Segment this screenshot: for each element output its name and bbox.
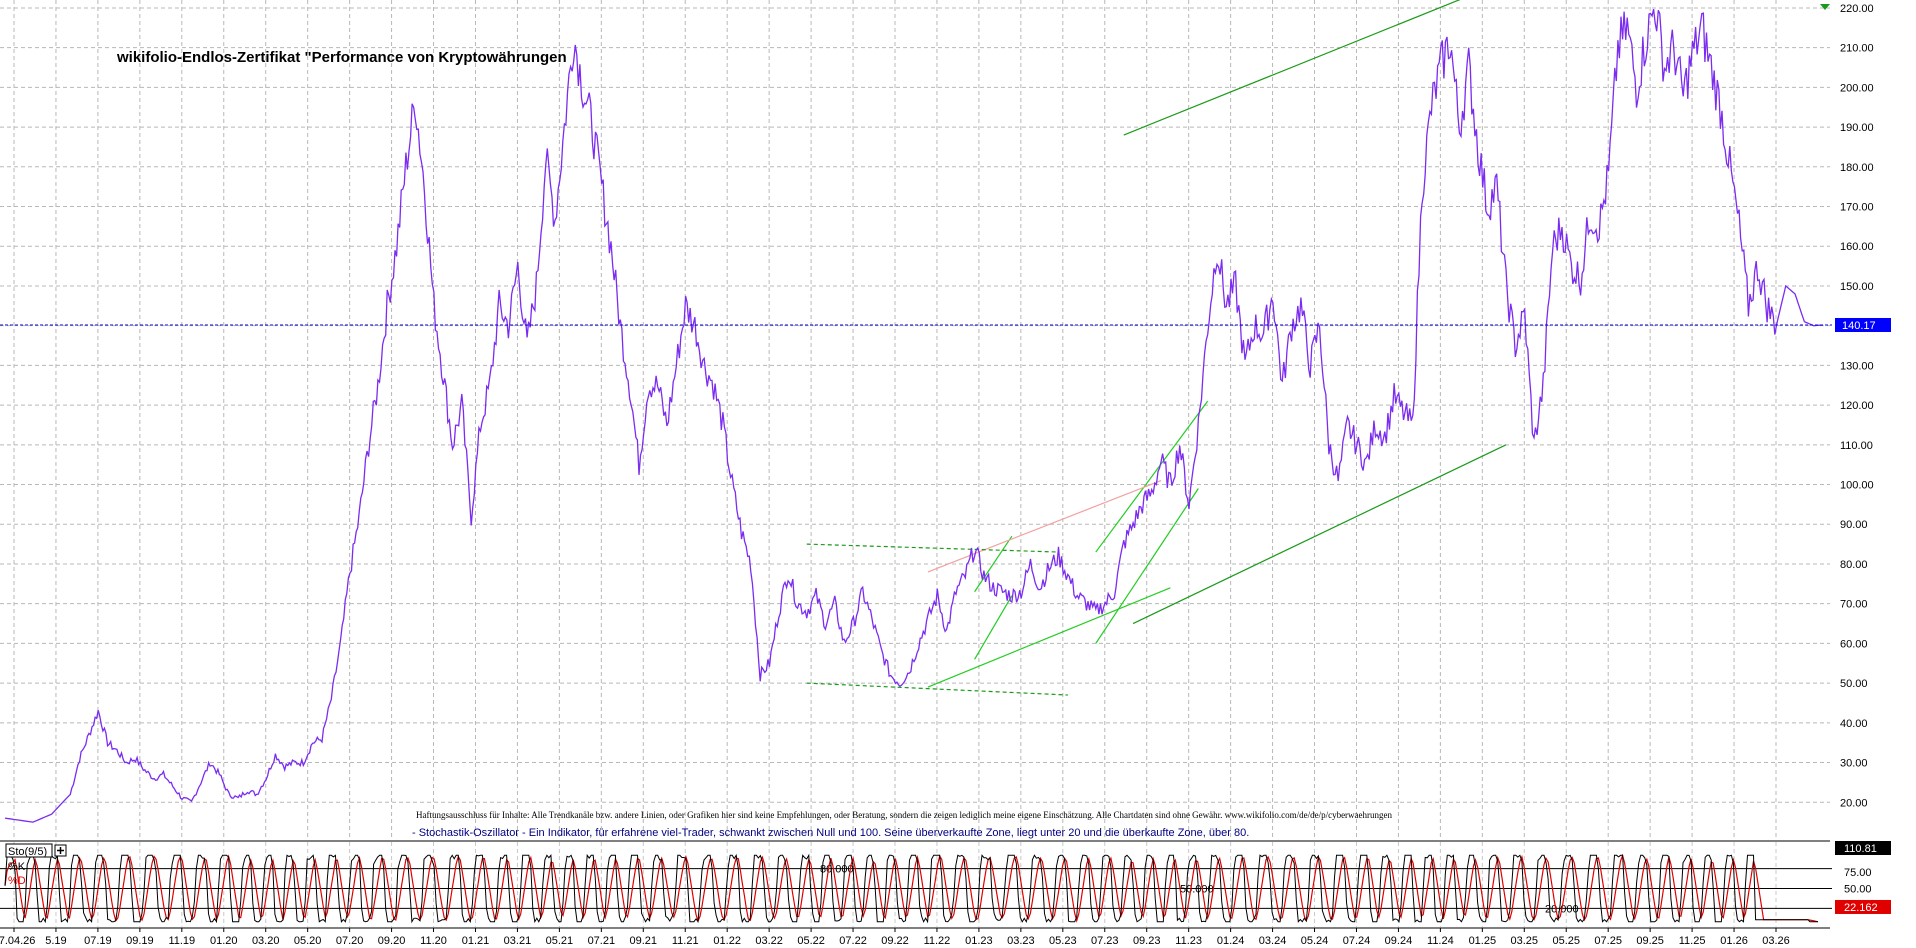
y-tick-label: 180.00 [1840,162,1874,174]
x-tick-label: 09.20 [378,935,406,947]
x-axis-ticks: 07.04.26 5.19 07.19 09.19 11.19 01.20 03.20 05.… [0,928,1790,947]
x-tick-label: 05.25 [1552,935,1580,947]
x-tick-label: 5.19 [45,935,66,947]
y-tick-label: 60.00 [1840,638,1868,650]
y-tick-label: 120.00 [1840,400,1874,412]
trend-line [927,480,1162,573]
y-tick-label: 40.00 [1840,718,1868,730]
stochastic-k-line [4,853,1818,924]
x-tick-label: 03.20 [252,935,280,947]
x-tick-label: 07.19 [84,935,112,947]
x-tick-label: 01.23 [965,935,993,947]
y-tick-label: 210.00 [1840,43,1874,55]
x-tick-label: 07.23 [1091,935,1119,947]
d-value-label: 22.162 [1844,902,1878,914]
x-tick-label: 01.21 [462,935,490,947]
x-tick-label: 03.24 [1259,935,1287,947]
x-tick-label: 07.24 [1343,935,1371,947]
x-tick-label: 07.04.26 [0,935,35,947]
disclaimer-text: Haftungsausschluss für Inhalte: Alle Tre… [416,810,1393,820]
y-tick-label: 130.00 [1840,360,1874,372]
x-tick-label: 03.22 [755,935,783,947]
main-gridlines [0,0,1830,838]
stochastic-y-tick: 75.00 [1844,867,1872,879]
x-tick-label: 05.23 [1049,935,1077,947]
y-tick-label: 90.00 [1840,519,1868,531]
y-tick-label: 50.00 [1840,678,1868,690]
trend-line [1095,488,1199,644]
x-tick-label: 07.22 [839,935,867,947]
legend-k-label: %K [8,861,26,873]
x-tick-label: 11.24 [1427,935,1454,947]
chart-title: wikifolio-Endlos-Zertifikat "Performance… [116,49,567,66]
trend-line [1095,400,1209,553]
x-tick-label: 01.26 [1720,935,1748,947]
x-tick-label: 09.24 [1385,935,1413,947]
y-tick-label: 190.00 [1840,122,1874,134]
level-label: 50.000 [1180,883,1214,895]
x-tick-label: 01.22 [713,935,741,947]
x-tick-label: 03.23 [1007,935,1035,947]
current-price-label: 140.17 [1842,320,1876,332]
plus-icon[interactable] [54,844,67,857]
x-tick-label: 05.20 [294,935,322,947]
y-tick-label: 160.00 [1840,241,1874,253]
d-value-badge [1835,899,1891,914]
x-tick-label: 09.21 [630,935,658,947]
x-tick-label: 09.25 [1636,935,1664,947]
stochastic-d-line [4,853,1819,923]
x-tick-label: 11.21 [672,935,699,947]
y-tick-label: 220.00 [1840,3,1874,15]
x-tick-label: 11.25 [1679,935,1706,947]
trend-line [974,595,1013,660]
trend-line [927,587,1171,688]
trend-line [1132,444,1507,625]
y-tick-label: 70.00 [1840,599,1868,611]
trend-line [1123,0,1461,136]
x-tick-label: 11.23 [1175,935,1202,947]
x-tick-label: 11.20 [420,935,447,947]
y-tick-label: 100.00 [1840,480,1874,492]
x-tick-label: 09.23 [1133,935,1161,947]
indicator-description: - Stochastik-Oszillator - Ein Indikator,… [412,827,1249,839]
x-tick-label: 07.20 [336,935,364,947]
x-tick-label: 05.22 [797,935,825,947]
y-tick-label: 80.00 [1840,559,1868,571]
y-tick-label: 170.00 [1840,202,1874,214]
y-tick-label: 200.00 [1840,82,1874,94]
x-tick-label: 07.21 [588,935,616,947]
x-tick-label: 11.22 [924,935,951,947]
x-tick-label: 01.25 [1469,935,1497,947]
x-tick-label: 07.25 [1594,935,1622,947]
x-tick-label: 01.20 [210,935,238,947]
x-tick-label: 11.19 [168,935,195,947]
y-tick-label: 20.00 [1840,797,1868,809]
trend-line [974,535,1013,593]
level-label: 80.000 [820,864,854,876]
x-tick-label: 05.24 [1301,935,1329,947]
legend-d-label: %D [8,875,26,887]
x-tick-label: 03.25 [1511,935,1539,947]
x-tick-label: 05.21 [546,935,574,947]
y-tick-label: 150.00 [1840,281,1874,293]
x-tick-label: 09.19 [126,935,154,947]
k-value-label: 110.81 [1844,843,1877,855]
current-price-badge [1835,317,1891,332]
y-tick-label: 110.00 [1840,440,1873,452]
stochastic-y-tick: 50.00 [1844,883,1872,895]
trend-lines [806,0,1507,696]
k-value-badge [1835,841,1891,855]
trend-line [806,682,1068,696]
x-tick-label: 09.22 [881,935,909,947]
stochastic-y-ticks: 75.00 50.00 [1844,867,1872,896]
stochastic-title: Sto(9/5) [8,846,47,858]
x-tick-label: 03.21 [504,935,532,947]
scroll-arrow-icon[interactable] [1820,4,1830,10]
x-tick-label: 01.24 [1217,935,1245,947]
x-tick-label: 03.26 [1762,935,1790,947]
y-tick-label: 30.00 [1840,758,1868,770]
price-series-line [4,8,1824,823]
stochastic-title-box[interactable] [5,843,53,858]
